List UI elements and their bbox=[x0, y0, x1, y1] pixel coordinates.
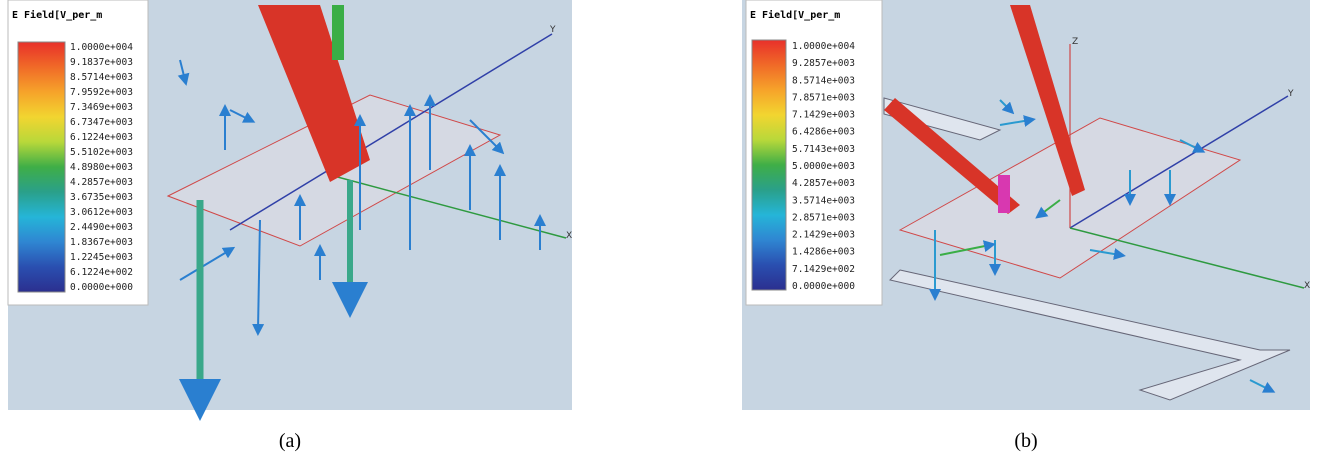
figure: E Field[V_per_m 1.0000e+004 9.1837e+003 8.5… bbox=[0, 0, 1322, 458]
pin bbox=[998, 175, 1010, 213]
legend-label: 1.0000e+004 bbox=[792, 41, 855, 52]
legend-label: 7.1429e+002 bbox=[792, 264, 855, 275]
legend-label: 3.0612e+003 bbox=[70, 207, 133, 218]
axis-label: X bbox=[566, 231, 572, 241]
axis-label: Y bbox=[1287, 89, 1294, 99]
axis-label: Z bbox=[1072, 37, 1078, 47]
legend-label: 3.5714e+003 bbox=[792, 195, 855, 206]
axis-label: Y bbox=[549, 25, 556, 35]
caption: (a) bbox=[279, 430, 301, 452]
legend-title: E Field[V_per_m bbox=[750, 9, 840, 21]
legend-label: 3.6735e+003 bbox=[70, 192, 133, 203]
legend-label: 1.8367e+003 bbox=[70, 237, 133, 248]
legend-label: 4.8980e+003 bbox=[70, 162, 133, 173]
legend-label: 7.8571e+003 bbox=[792, 92, 855, 103]
legend-label: 2.1429e+003 bbox=[792, 230, 855, 241]
legend-label: 1.2245e+003 bbox=[70, 252, 133, 263]
legend-label: 9.1837e+003 bbox=[70, 57, 133, 68]
legend-label: 4.2857e+003 bbox=[70, 177, 133, 188]
legend-label: 2.4490e+003 bbox=[70, 222, 133, 233]
legend: E Field[V_per_m 1.0000e+004 9.1837e+003 8.5… bbox=[8, 0, 148, 305]
legend-label: 5.0000e+003 bbox=[792, 161, 855, 172]
legend-label: 0.0000e+000 bbox=[70, 282, 133, 293]
legend-label: 7.3469e+003 bbox=[70, 102, 133, 113]
legend-label: 2.8571e+003 bbox=[792, 212, 855, 223]
legend-label: 0.0000e+000 bbox=[792, 281, 855, 292]
legend-label: 7.9592e+003 bbox=[70, 87, 133, 98]
legend-label: 6.1224e+003 bbox=[70, 132, 133, 143]
legend-label: 4.2857e+003 bbox=[792, 178, 855, 189]
legend: E Field[V_per_m 1.0000e+004 9.2857e+003 8.5… bbox=[746, 0, 882, 305]
color-bar bbox=[752, 40, 786, 290]
axis-label: X bbox=[1304, 281, 1310, 291]
legend-label: 6.7347e+003 bbox=[70, 117, 133, 128]
caption: (b) bbox=[1014, 430, 1037, 452]
legend-label: 8.5714e+003 bbox=[70, 72, 133, 83]
legend-label: 5.7143e+003 bbox=[792, 144, 855, 155]
legend-label: 1.0000e+004 bbox=[70, 42, 133, 53]
legend-label: 9.2857e+003 bbox=[792, 58, 855, 69]
legend-label: 6.4286e+003 bbox=[792, 127, 855, 138]
legend-label: 7.1429e+003 bbox=[792, 110, 855, 121]
legend-label: 6.1224e+002 bbox=[70, 267, 133, 278]
probe bbox=[332, 5, 344, 60]
legend-label: 1.4286e+003 bbox=[792, 247, 855, 258]
legend-title: E Field[V_per_m bbox=[12, 9, 102, 21]
color-bar bbox=[18, 42, 65, 292]
legend-label: 8.5714e+003 bbox=[792, 75, 855, 86]
legend-label: 5.5102e+003 bbox=[70, 147, 133, 158]
